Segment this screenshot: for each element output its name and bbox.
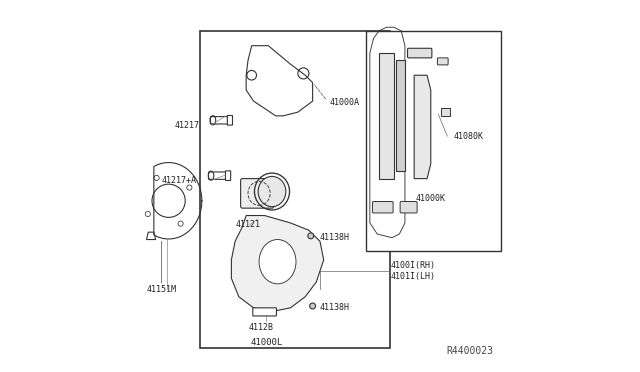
Polygon shape [232, 215, 324, 311]
FancyBboxPatch shape [209, 172, 227, 179]
Text: 41138H: 41138H [320, 303, 350, 312]
Text: 41000K: 41000K [416, 195, 446, 203]
Ellipse shape [258, 176, 286, 207]
FancyBboxPatch shape [225, 171, 230, 180]
Text: R4400023: R4400023 [447, 346, 493, 356]
Circle shape [308, 233, 314, 239]
FancyBboxPatch shape [437, 58, 448, 65]
FancyBboxPatch shape [241, 179, 274, 208]
Bar [200, 31, 390, 349]
Text: 4101I(LH): 4101I(LH) [390, 272, 435, 281]
Text: 41217+A: 41217+A [161, 176, 196, 185]
FancyBboxPatch shape [408, 48, 432, 58]
Text: 41121: 41121 [235, 220, 260, 229]
Text: 4112B: 4112B [248, 323, 273, 331]
Text: 41151M: 41151M [147, 285, 177, 294]
FancyBboxPatch shape [227, 115, 232, 125]
FancyBboxPatch shape [253, 308, 276, 316]
FancyBboxPatch shape [400, 202, 417, 213]
FancyBboxPatch shape [372, 202, 393, 213]
Text: 41138H: 41138H [320, 233, 350, 242]
Text: 41000A: 41000A [329, 99, 359, 108]
Ellipse shape [259, 240, 296, 284]
Text: 41000L: 41000L [250, 339, 283, 347]
Polygon shape [414, 75, 431, 179]
FancyBboxPatch shape [211, 116, 228, 124]
Bar [366, 31, 501, 251]
Text: 41080K: 41080K [454, 132, 484, 141]
Circle shape [310, 303, 316, 309]
Text: 41217: 41217 [175, 121, 200, 129]
Text: 4100I(RH): 4100I(RH) [390, 261, 435, 270]
Polygon shape [396, 61, 405, 171]
FancyBboxPatch shape [442, 108, 449, 116]
Polygon shape [379, 53, 394, 179]
